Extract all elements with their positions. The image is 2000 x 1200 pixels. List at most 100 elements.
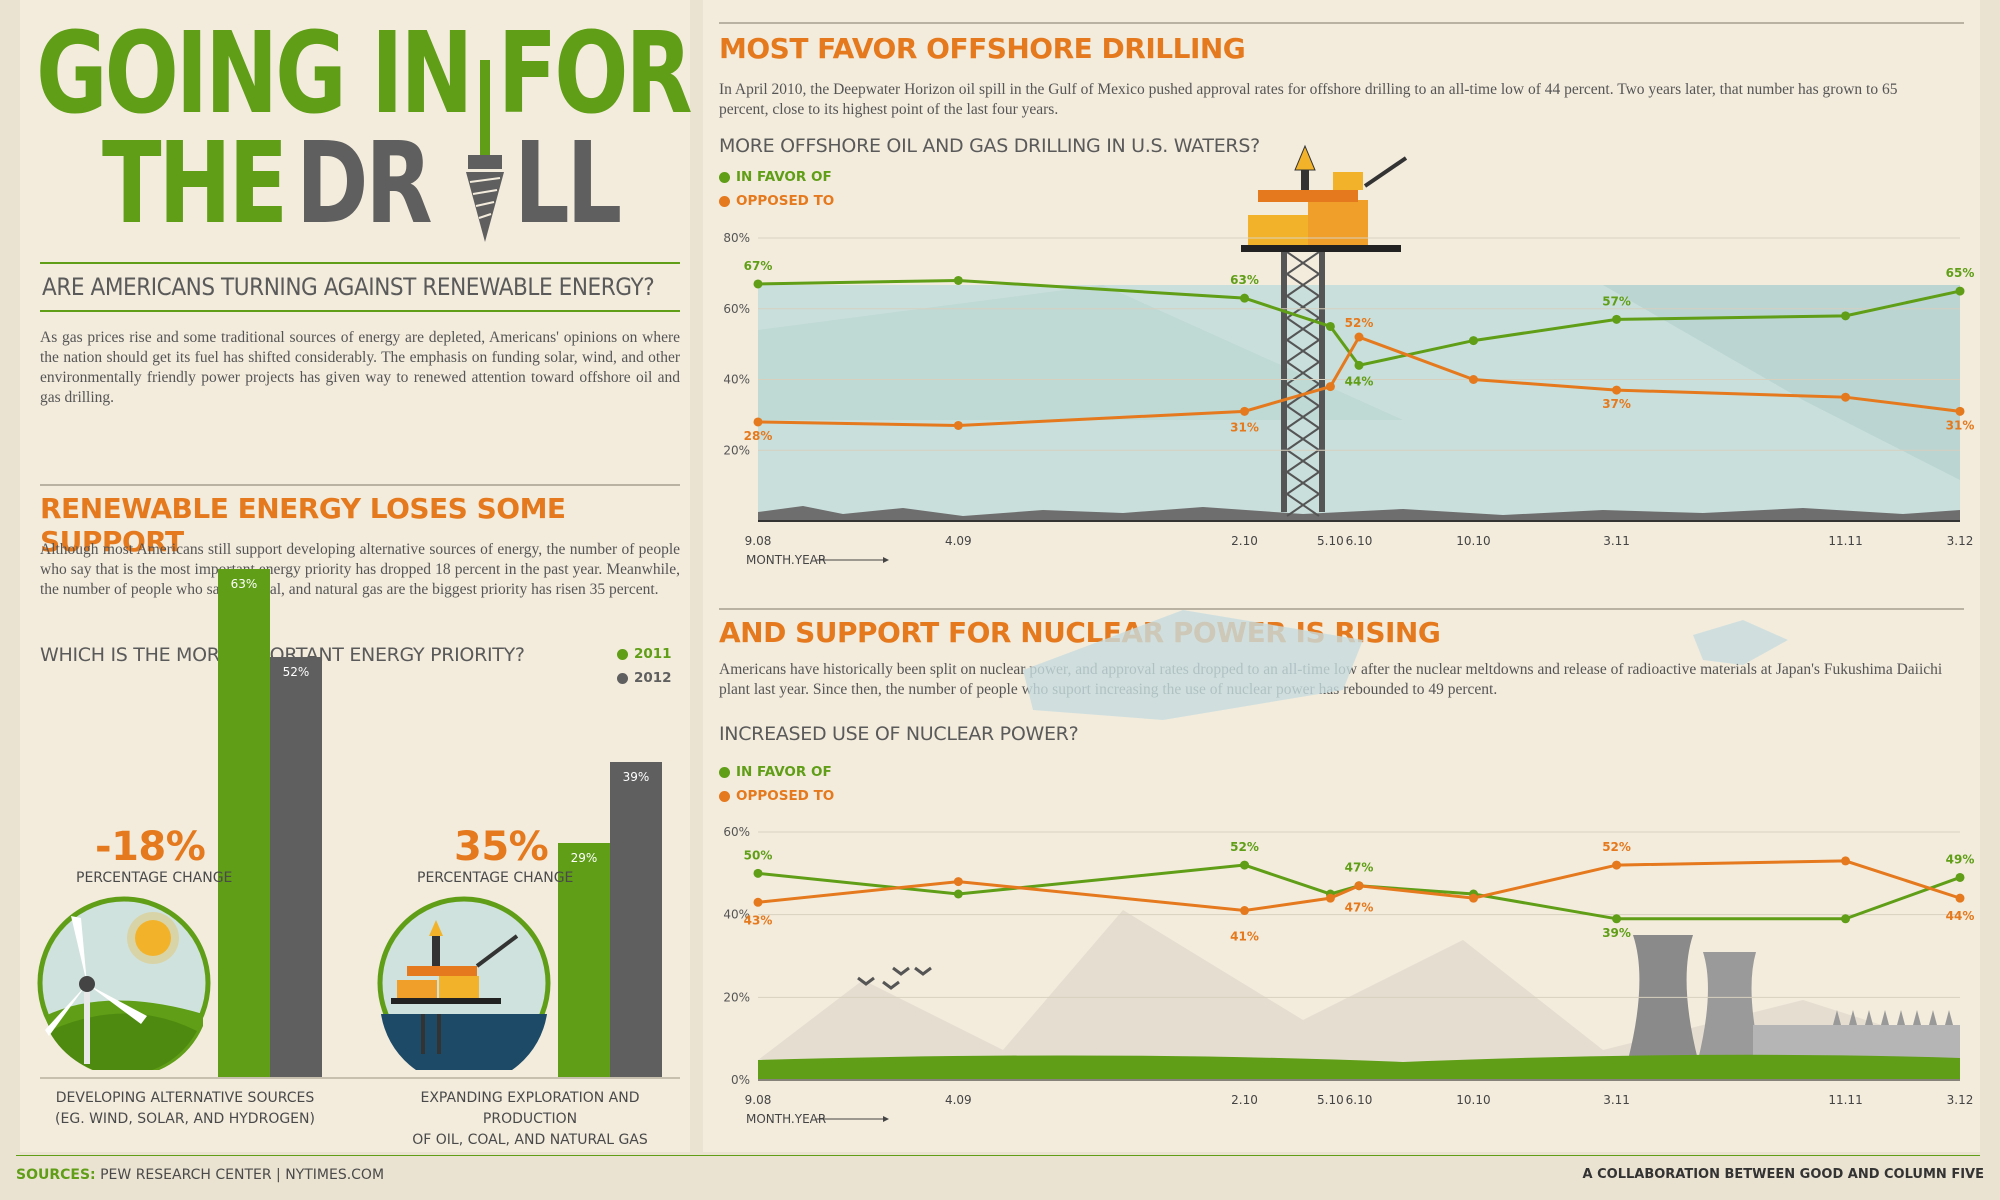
x-tick-label: 9.08 [745, 1093, 772, 1107]
legend-2011-label: 2011 [634, 646, 672, 662]
data-point [1612, 914, 1622, 924]
x-axis-label: MONTH.YEAR [746, 1112, 826, 1126]
bar-2011-1: 29% [558, 842, 610, 1077]
x-tick-label: 2.10 [1231, 1093, 1258, 1107]
x-tick-label: 6.10 [1346, 534, 1373, 548]
data-point [1612, 314, 1622, 324]
x-tick-label: 3.11 [1603, 534, 1630, 548]
data-point [1955, 893, 1965, 903]
data-point [953, 420, 963, 430]
data-point [953, 275, 963, 285]
data-point [1354, 332, 1364, 342]
y-tick-label: 20% [723, 443, 750, 457]
legend-dot-icon [719, 195, 730, 207]
data-point [1955, 406, 1965, 416]
caption-left-line2: (EG. WIND, SOLAR, AND HYDROGEN) [55, 1111, 315, 1127]
data-point [1955, 286, 1965, 296]
data-point [753, 868, 763, 878]
y-tick-label: 60% [723, 825, 750, 839]
data-point [1612, 860, 1622, 870]
plant-chimney-icon [1913, 1010, 1921, 1025]
data-point [1354, 360, 1364, 370]
plant-chimney-icon [1945, 1010, 1953, 1025]
subtitle-rule-bottom [40, 310, 680, 312]
sources-label: SOURCES: [16, 1167, 96, 1183]
nuclear-line-chart: 0% 20% 40% 60% 9.08 4.09 2.10 5.10 6.10 10.10 3.11… [723, 610, 1975, 1126]
x-tick-label: 3.11 [1603, 1093, 1630, 1107]
data-point [753, 279, 763, 289]
data-point [1841, 311, 1851, 321]
caption-right-line1: EXPANDING EXPLORATION AND PRODUCTION [420, 1090, 640, 1127]
nuclear-rule [719, 608, 1964, 610]
data-point [1841, 856, 1851, 866]
offshore-text: In April 2010, the Deepwater Horizon oil… [719, 81, 1898, 118]
x-tick-label: 2.10 [1231, 534, 1258, 548]
subtitle: ARE AMERICANS TURNING AGAINST RENEWABLE … [42, 273, 655, 301]
plant-chimney-icon [1833, 1010, 1841, 1025]
legend-2012: 2012 [617, 670, 672, 686]
x-tick-label: 3.12 [1947, 534, 1974, 548]
data-label: 47% [1345, 861, 1374, 875]
data-point [953, 877, 963, 887]
change-right-value: 35% [454, 824, 549, 870]
wind-turbine-icon [37, 896, 211, 1070]
offshore-rule [719, 22, 1964, 24]
data-point [1612, 385, 1622, 395]
footer-sources: SOURCES: PEW RESEARCH CENTER | NYTIMES.C… [16, 1167, 384, 1183]
bar-value-label: 63% [230, 576, 258, 591]
offshore-heading: MOST FAVOR OFFSHORE DRILLING [719, 32, 1246, 65]
legend-dot-icon [719, 766, 730, 778]
caption-right-line2: OF OIL, COAL, AND NATURAL GAS [412, 1132, 648, 1148]
data-label: 28% [744, 429, 773, 443]
data-label: 37% [1602, 397, 1631, 411]
y-tick-label: 60% [723, 302, 750, 316]
nuclear-legend-opposed-label: OPPOSED TO [736, 788, 835, 804]
data-point [1841, 914, 1851, 924]
offshore-legend-opposed-label: OPPOSED TO [736, 193, 835, 209]
offshore-line-chart: 20% 40% 60% 80% 9.08 4.09 2.10 5.10 6.10 10.10 3.1… [723, 144, 1975, 567]
data-point [953, 889, 963, 899]
data-point [1354, 881, 1364, 891]
grass [758, 1054, 1960, 1080]
bird-icon [892, 966, 910, 976]
data-label: 47% [1345, 901, 1374, 915]
legend-dot-icon [719, 790, 730, 802]
y-tick-label: 80% [723, 231, 750, 245]
cloud-icon [1023, 610, 1363, 720]
data-point [1240, 860, 1250, 870]
bar-2012-0: 52% [270, 657, 322, 1077]
nuclear-question: INCREASED USE OF NUCLEAR POWER? [719, 723, 1079, 745]
plant-chimney-icon [1881, 1010, 1889, 1025]
bird-icon [882, 980, 900, 990]
sources-text: PEW RESEARCH CENTER | NYTIMES.COM [100, 1167, 385, 1183]
data-point [1325, 382, 1335, 392]
data-label: 52% [1230, 840, 1259, 854]
caption-left: DEVELOPING ALTERNATIVE SOURCES (EG. WIND… [40, 1088, 330, 1130]
data-point [1468, 375, 1478, 384]
data-label: 39% [1602, 926, 1631, 940]
change-left-label: PERCENTAGE CHANGE [76, 870, 233, 886]
caption-right: EXPANDING EXPLORATION AND PRODUCTION OF … [380, 1088, 680, 1151]
data-label: 49% [1946, 852, 1975, 866]
bird-icon [914, 966, 932, 976]
energy-priority-bar-chart: 63% 29% 52% 39% [20, 0, 690, 1152]
data-point [1240, 906, 1250, 916]
data-label: 65% [1946, 266, 1975, 280]
data-label: 57% [1602, 294, 1631, 308]
renewable-heading: RENEWABLE ENERGY LOSES SOME SUPPORT [40, 492, 566, 558]
plant-chimney-icon [1865, 1010, 1873, 1025]
data-label: 52% [1345, 316, 1374, 330]
oil-rig-icon [377, 896, 551, 1070]
data-label: 52% [1602, 840, 1631, 854]
bar-2012-1: 39% [610, 762, 662, 1077]
x-tick-label: 10.10 [1456, 534, 1490, 548]
plant-chimney-icon [1897, 1010, 1905, 1025]
x-tick-label: 10.10 [1456, 1093, 1490, 1107]
seabed [758, 506, 1960, 521]
data-point [753, 897, 763, 907]
x-tick-label: 3.12 [1947, 1093, 1974, 1107]
water-facet [758, 285, 1403, 420]
change-right-label: PERCENTAGE CHANGE [417, 870, 574, 886]
legend-dot-icon [617, 648, 628, 660]
mountains [758, 910, 1960, 1070]
